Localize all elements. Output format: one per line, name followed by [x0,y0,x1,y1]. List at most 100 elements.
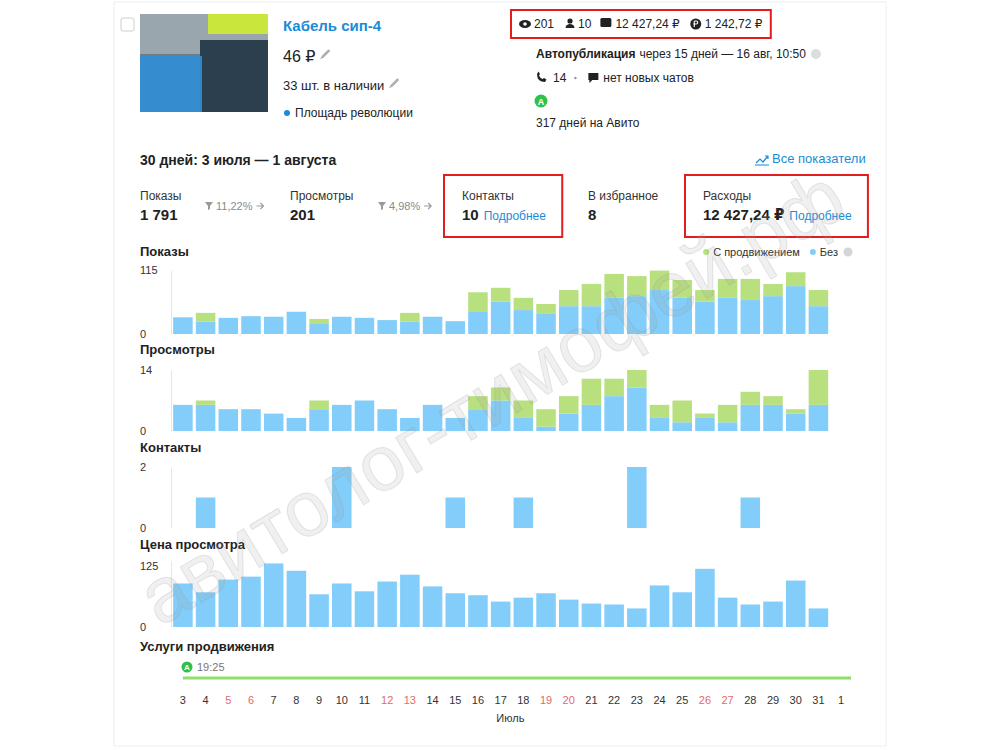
all-metrics-link[interactable]: Все показатели [772,151,866,166]
bar[interactable] [695,528,715,529]
bar[interactable] [287,417,307,418]
bar[interactable] [332,583,352,627]
bar[interactable] [786,581,806,627]
bar[interactable] [763,405,783,431]
bar[interactable] [718,528,738,529]
bar[interactable] [377,409,397,431]
bar[interactable] [536,409,556,426]
bar[interactable] [650,405,670,418]
bar[interactable] [468,595,488,627]
bar[interactable] [809,306,829,334]
bar[interactable] [309,528,329,529]
bar[interactable] [786,272,806,286]
bar[interactable] [377,528,397,529]
bar[interactable] [241,316,261,334]
bar[interactable] [763,396,783,405]
bar[interactable] [400,322,420,334]
bar[interactable] [514,498,534,529]
bar[interactable] [559,306,579,334]
bar[interactable] [786,528,806,529]
bar[interactable] [355,591,375,627]
bar[interactable] [536,427,556,431]
bar[interactable] [536,314,556,334]
info-icon[interactable] [844,248,853,257]
bar[interactable] [514,298,534,310]
bar[interactable] [468,409,488,431]
bar[interactable] [400,417,420,418]
bar[interactable] [809,405,829,431]
bar[interactable] [241,409,261,431]
bar[interactable] [196,592,216,627]
info-icon[interactable] [811,49,821,59]
bar[interactable] [219,409,239,410]
bar[interactable] [604,528,624,529]
bar[interactable] [355,318,375,334]
bar[interactable] [741,300,761,334]
bar[interactable] [514,310,534,334]
bar[interactable] [377,320,397,321]
bar[interactable] [695,302,715,334]
bar[interactable] [445,498,465,529]
bar[interactable] [536,304,556,314]
bar[interactable] [355,401,375,432]
bar[interactable] [241,316,261,317]
bar[interactable] [377,409,397,410]
bar[interactable] [650,271,670,290]
bar[interactable] [514,598,534,627]
bar[interactable] [287,311,307,312]
bar[interactable] [536,528,556,529]
bar[interactable] [763,296,783,334]
bar[interactable] [831,528,851,529]
bar[interactable] [604,274,624,298]
bar[interactable] [763,528,783,529]
bar[interactable] [650,528,670,529]
bar[interactable] [831,627,851,628]
bar[interactable] [559,414,579,431]
bar[interactable] [264,317,284,334]
bar[interactable] [196,401,216,405]
bar[interactable] [809,290,829,306]
bar[interactable] [809,608,829,627]
bar[interactable] [196,498,216,529]
bar[interactable] [627,387,647,431]
bar[interactable] [809,528,829,529]
bar[interactable] [445,321,465,334]
bar[interactable] [491,387,511,400]
bar[interactable] [831,431,851,432]
bar[interactable] [763,602,783,627]
bar[interactable] [173,317,193,334]
bar[interactable] [695,290,715,302]
bar[interactable] [650,418,670,431]
bar[interactable] [173,583,193,627]
bar[interactable] [309,401,329,410]
bar[interactable] [173,317,193,318]
details-link[interactable]: Подробнее [789,209,852,223]
bar[interactable] [582,306,602,334]
bar[interactable] [423,316,443,317]
bar[interactable] [831,431,851,432]
bar[interactable] [582,604,602,627]
bar[interactable] [604,379,624,396]
bar[interactable] [559,600,579,627]
bar[interactable] [423,586,443,627]
bar[interactable] [514,418,534,431]
bar[interactable] [287,528,307,529]
bar[interactable] [741,405,761,431]
bar[interactable] [423,405,443,431]
bar[interactable] [423,404,443,405]
checkbox[interactable] [121,18,134,31]
bar[interactable] [400,313,420,322]
details-link[interactable]: Подробнее [484,209,547,223]
bar[interactable] [627,276,647,296]
bar[interactable] [559,528,579,529]
bar[interactable] [309,409,329,431]
bar[interactable] [309,594,329,627]
bar[interactable] [468,292,488,311]
bar[interactable] [241,577,261,627]
bar[interactable] [741,392,761,405]
bar[interactable] [786,414,806,431]
bar[interactable] [718,598,738,627]
bar[interactable] [173,528,193,529]
bar[interactable] [219,317,239,318]
bar[interactable] [514,401,534,418]
